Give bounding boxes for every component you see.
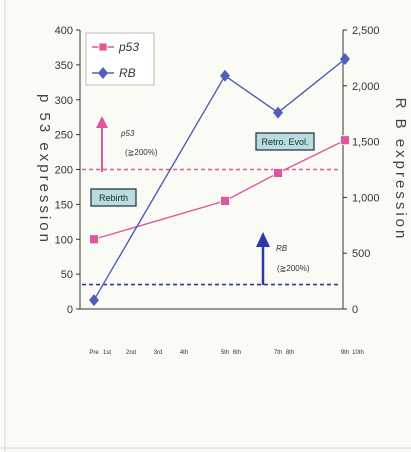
y-left-tick-label: 0 (67, 304, 73, 316)
legend: p53 RB (85, 32, 155, 86)
y-right-tick-label: 0 (352, 304, 358, 316)
legend-marker-rb (98, 67, 108, 79)
retro-evol-box-label: Retro. Evol. (261, 137, 308, 147)
annotations-layer: p53 (≧200%) RB (≧200%) Rebirth Retro. Evol. (90, 116, 315, 285)
rebirth-box-label: Rebirth (99, 193, 128, 203)
rb-threshold-text: (≧200%) (277, 264, 310, 273)
x-tick-label: 2nd (126, 350, 136, 356)
y-left-tick-label: 300 (55, 95, 73, 107)
y-left-tick-label: 150 (55, 199, 73, 211)
legend-label-rb: RB (119, 66, 136, 80)
x-tick-label: 1st (103, 350, 111, 356)
y-left-tick-label: 350 (55, 60, 73, 72)
p53-threshold-text: (≧200%) (125, 148, 158, 157)
data-point-p53 (89, 234, 99, 245)
series-layer (89, 53, 350, 307)
x-tick-label: 6th (233, 350, 241, 356)
y-left-axis-title: p 53 expression (36, 94, 53, 245)
data-point-rb (273, 106, 283, 119)
y-right-axis-title: R B expression (392, 98, 409, 242)
data-point-rb (220, 69, 230, 82)
y-right-tick-label: 1,500 (352, 137, 380, 149)
legend-label-p53: p53 (118, 40, 139, 54)
x-tick-label: 4th (180, 350, 188, 356)
data-point-p53 (220, 195, 230, 206)
data-point-p53 (340, 135, 350, 146)
data-point-p53 (273, 168, 283, 178)
p53-threshold-name: p53 (120, 129, 135, 138)
legend-box (85, 32, 155, 86)
x-tick-label: 5th (221, 350, 229, 356)
series-line-p53 (93, 139, 346, 240)
rb-threshold-arrow-head (256, 232, 270, 247)
y-right-tick-label: 2,500 (352, 25, 380, 37)
x-tick-label: 8th (286, 350, 294, 356)
y-right-tick-label: 500 (352, 248, 370, 260)
data-point-rb (89, 294, 99, 307)
x-tick-label: 10th (352, 350, 364, 356)
x-tick-label: 7th (274, 350, 282, 356)
series-line-rb (93, 58, 346, 301)
rebirth-box (90, 188, 137, 207)
y-left-tick-label: 400 (55, 25, 73, 37)
y-left-tick-label: 100 (55, 234, 73, 246)
x-tick-label: 9th (341, 350, 349, 356)
y-right-tick-label: 1,000 (352, 192, 380, 204)
rb-threshold-name: RB (276, 244, 288, 253)
x-tick-label: Pre (89, 350, 99, 356)
y-left-tick-label: 250 (55, 130, 73, 142)
legend-marker-p53 (98, 42, 108, 52)
y-left-tick-label: 200 (55, 165, 73, 177)
axes-layer: 0 50 100 150 200 250 300 350 400 0 500 1,000 1,500 2,… (36, 25, 409, 356)
p53-threshold-arrow-head (96, 116, 108, 128)
y-left-tick-label: 50 (61, 269, 73, 281)
reference-lines-layer (82, 168, 341, 286)
retro-evol-box (255, 132, 315, 151)
y-right-tick-label: 2,000 (352, 81, 380, 93)
x-tick-label: 3rd (154, 350, 163, 356)
data-point-rb (340, 53, 350, 66)
